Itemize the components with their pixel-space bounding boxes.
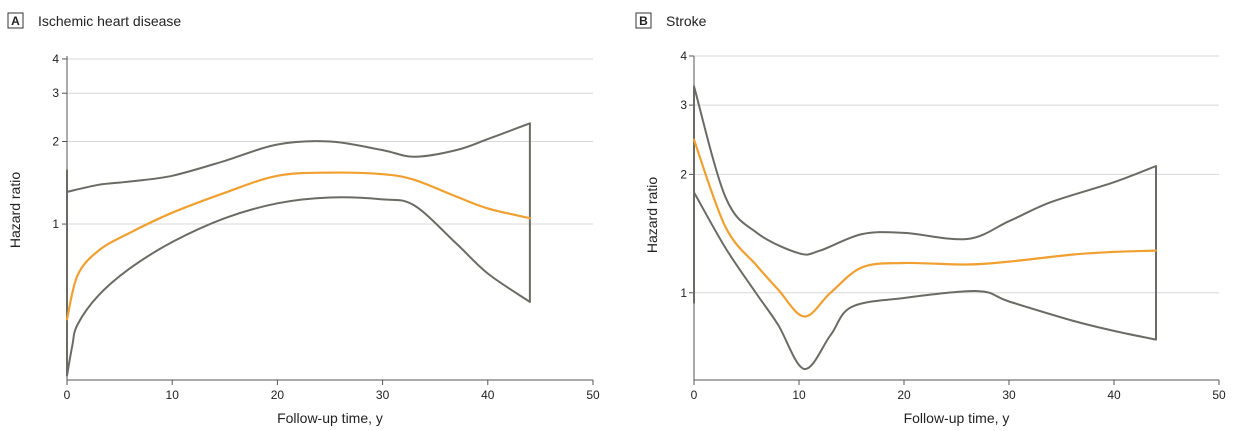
x-tick-label: 10 [792, 388, 806, 402]
y-tick-label: 3 [680, 98, 687, 112]
y-tick-label: 1 [52, 217, 59, 231]
x-tick-label: 50 [1212, 388, 1226, 402]
lower-ci-line [693, 191, 1157, 370]
panel-letter: A [11, 14, 20, 28]
lower-ci-line [66, 196, 531, 377]
x-tick-label: 30 [1002, 388, 1016, 402]
x-tick-label: 50 [586, 388, 600, 402]
x-tick-label: 40 [481, 388, 495, 402]
upper-ci-line [693, 85, 1157, 256]
hazard-ratio-estimate-line [692, 138, 1158, 318]
x-tick-label: 0 [64, 388, 71, 402]
panel-letter-box [635, 12, 652, 29]
panel-letter: B [639, 14, 648, 28]
x-tick-label: 30 [376, 388, 390, 402]
x-tick-label: 10 [166, 388, 180, 402]
y-tick-label: 1 [680, 286, 687, 300]
panel-letter-box [7, 12, 24, 29]
y-tick-label: 2 [52, 134, 59, 148]
y-tick-label: 3 [52, 86, 59, 100]
y-tick-label: 4 [680, 49, 687, 63]
panel-title: Ischemic heart disease [38, 13, 181, 29]
x-axis-label: Follow-up time, y [904, 410, 1010, 426]
y-axis-label: Hazard ratio [7, 172, 23, 248]
y-tick-label: 4 [52, 52, 59, 66]
upper-ci-line [66, 122, 531, 193]
x-axis-label: Follow-up time, y [277, 410, 383, 426]
x-tick-label: 40 [1107, 388, 1121, 402]
y-tick-label: 2 [680, 167, 687, 181]
x-tick-label: 0 [691, 388, 698, 402]
panel-title: Stroke [666, 13, 707, 29]
x-tick-label: 20 [271, 388, 285, 402]
y-axis-label: Hazard ratio [644, 177, 660, 253]
hazard-ratio-estimate-line [65, 171, 531, 321]
x-tick-label: 20 [897, 388, 911, 402]
